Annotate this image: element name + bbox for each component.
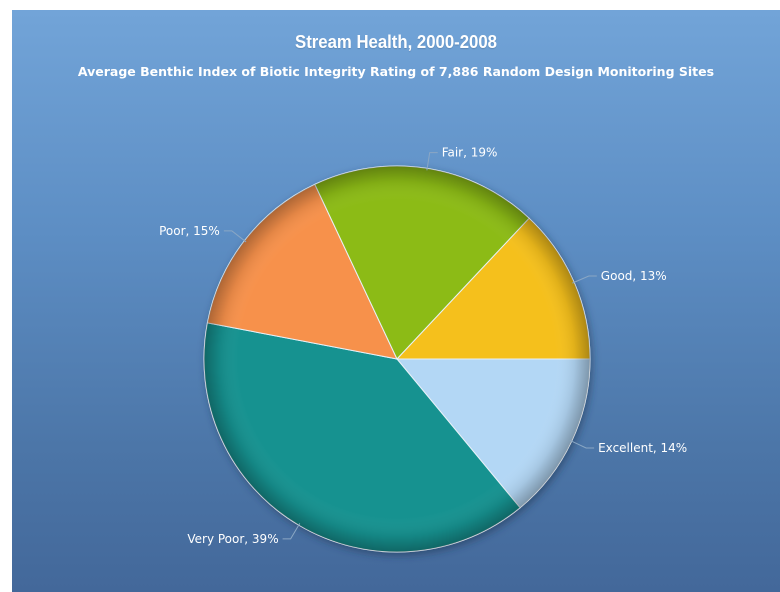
chart-title: Stream Health, 2000-2008 [295,32,497,52]
chart-panel: Stream Health, 2000-2008 Average Benthic… [12,10,780,592]
pie-labels-group: Excellent, 14% Very Poor, 39% Poor, 15% Fai… [159,146,687,546]
pie-label-poor: Poor, 15% [159,224,220,238]
pie-label-good: Good, 13% [601,269,667,283]
chart-subtitle: Average Benthic Index of Biotic Integrit… [77,64,715,79]
pie-label-fair: Fair, 19% [442,146,498,160]
pie-leader-line [282,523,301,540]
pie-slices-group [203,165,591,553]
pie-leader-line [569,439,595,449]
pie-label-very-poor: Very Poor, 39% [187,532,278,546]
pie-leader-line [223,230,247,243]
pie-chart: Excellent, 14% Very Poor, 39% Poor, 15% Fai… [159,146,687,553]
pie-leader-line [572,275,597,284]
pie-leader-line [426,152,438,171]
pie-label-excellent: Excellent, 14% [598,441,687,455]
